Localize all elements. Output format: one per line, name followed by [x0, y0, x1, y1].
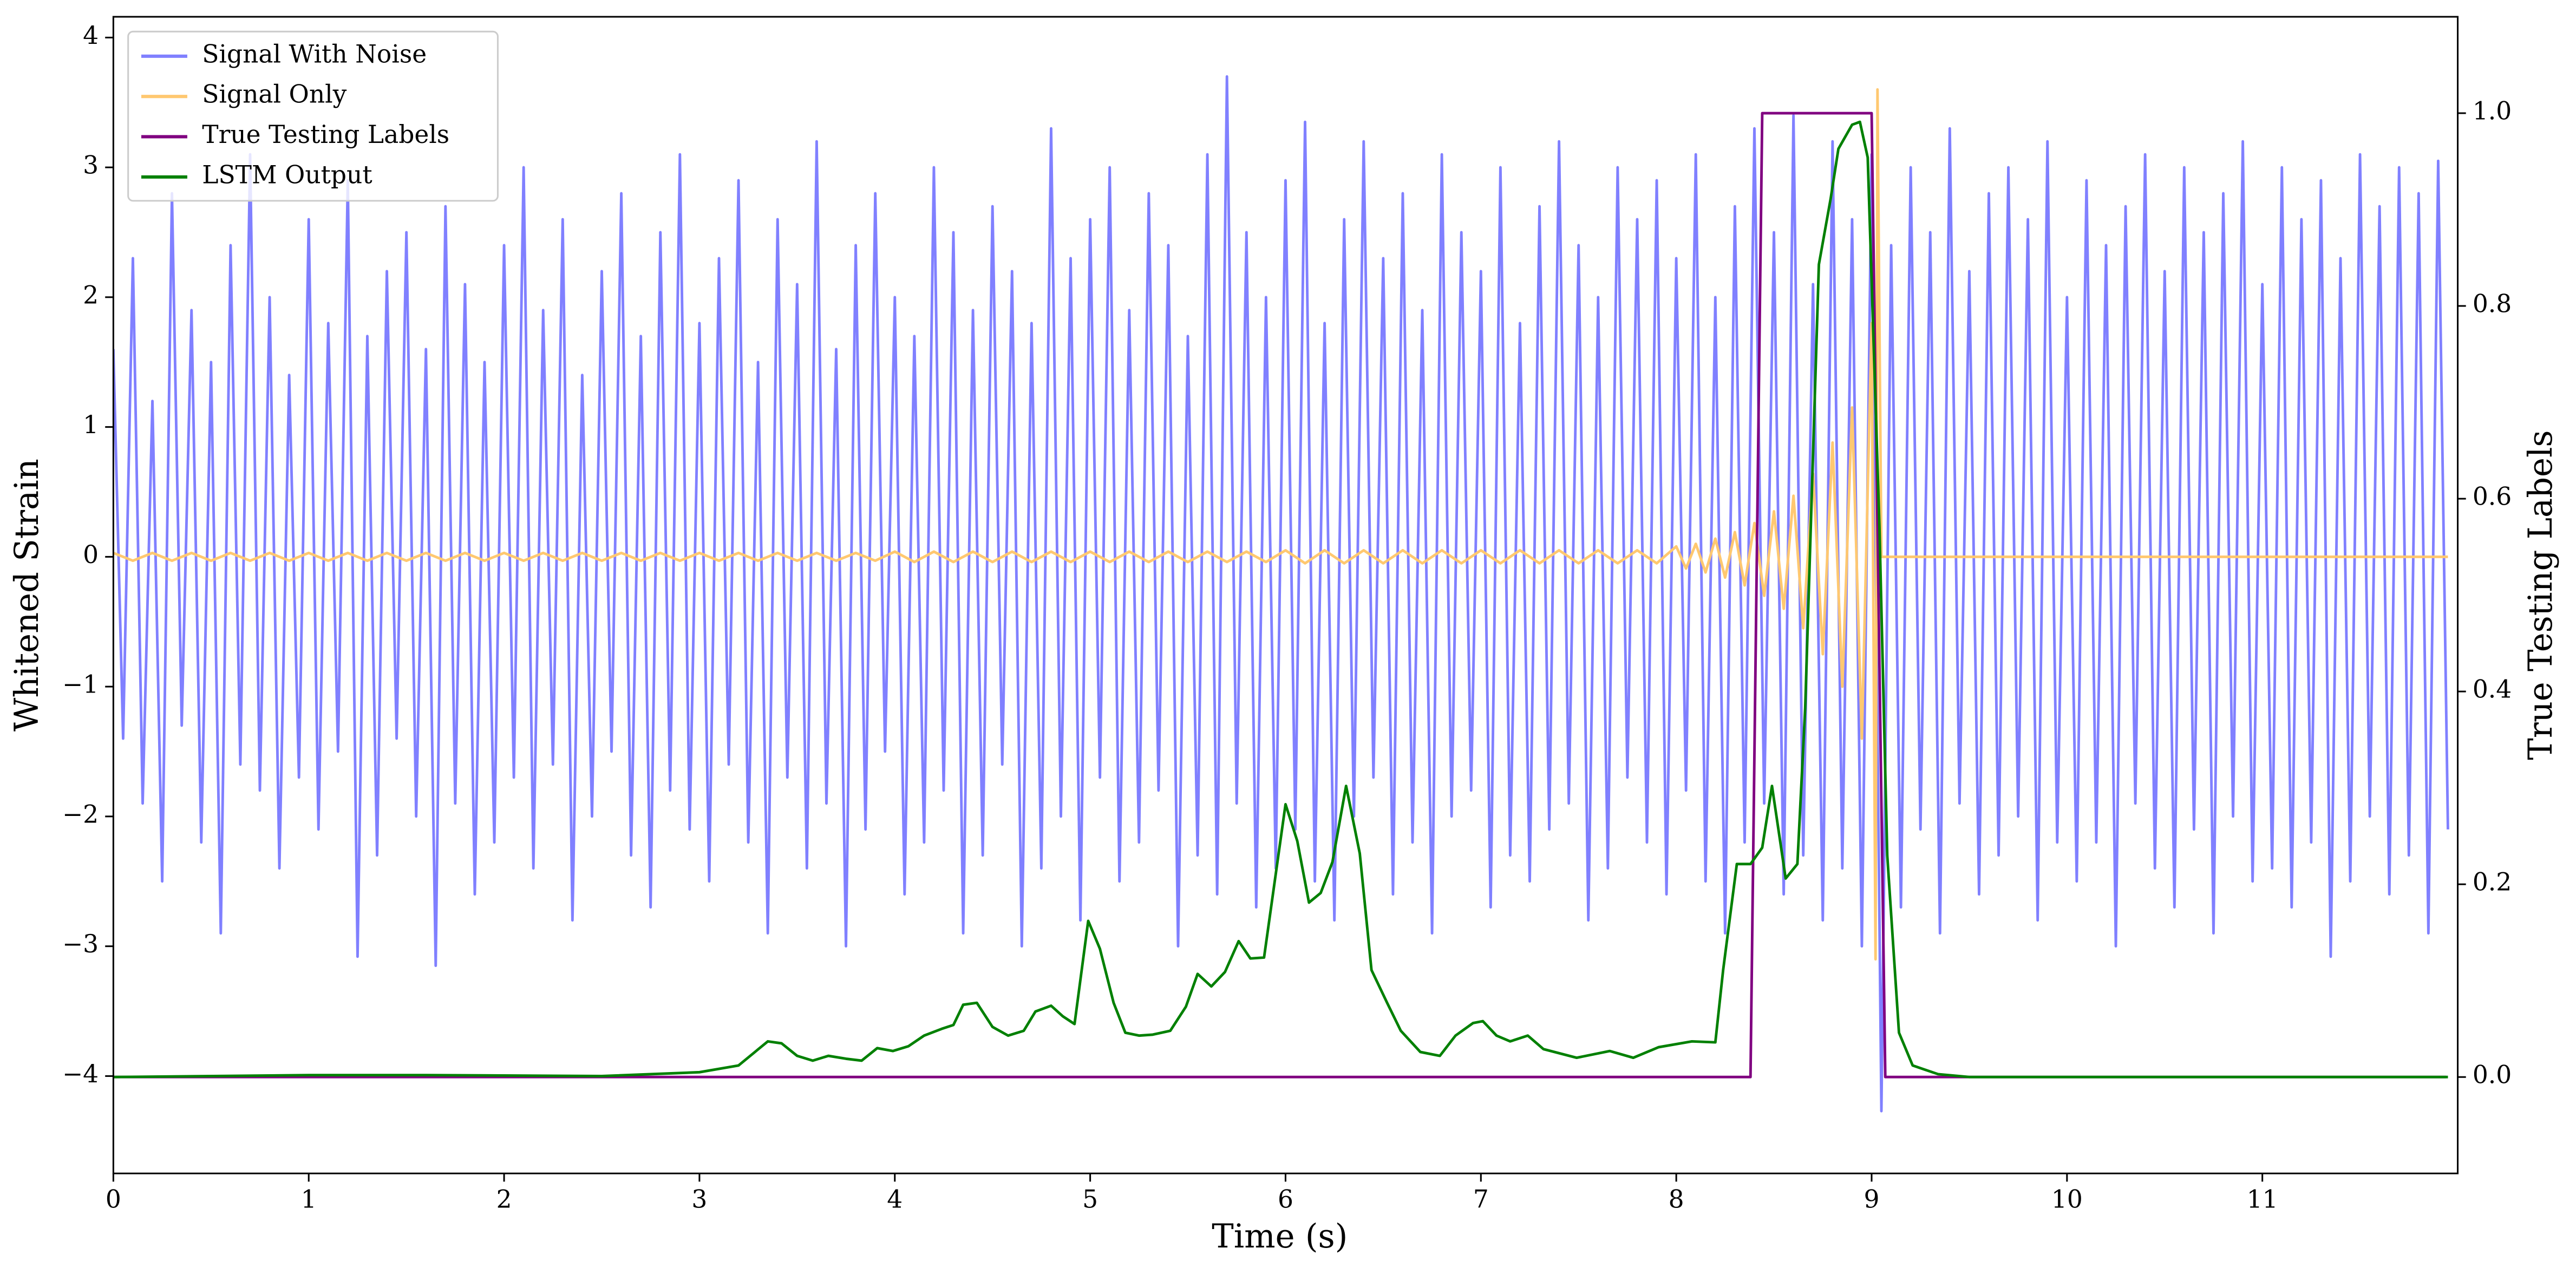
x-tick-label: 9 [1864, 1185, 1880, 1213]
legend-box [127, 30, 499, 202]
x-tick-label: 6 [1278, 1185, 1293, 1213]
x-tick-label: 11 [2247, 1185, 2278, 1213]
x-tick-label: 10 [2051, 1185, 2083, 1213]
series-line [113, 120, 2448, 1079]
legend-label: LSTM Output [202, 160, 372, 189]
y-axis-label: Whitened Strain [8, 459, 46, 731]
y-tick-label: 2 [83, 280, 99, 309]
x-tick-label: 5 [1082, 1185, 1098, 1213]
y2-tick-label: 0.0 [2473, 1061, 2512, 1089]
x-tick-label: 1 [301, 1185, 317, 1213]
y-tick-label: 3 [83, 151, 99, 180]
x-tick-label: 8 [1669, 1185, 1684, 1213]
legend-label: True Testing Labels [202, 120, 449, 149]
legend-label: Signal With Noise [202, 40, 427, 68]
x-tick-label: 0 [106, 1185, 121, 1213]
series-line [113, 88, 2448, 961]
y2-tick-label: 0.8 [2473, 290, 2512, 318]
y-tick-label: −3 [62, 930, 99, 958]
y-tick-label: 4 [83, 21, 99, 50]
series-line [113, 75, 2449, 1113]
y2-tick-label: 0.4 [2473, 675, 2512, 704]
axes-frame [112, 16, 2459, 1174]
x-tick-label: 2 [496, 1185, 512, 1213]
y-tick-label: −1 [62, 670, 99, 699]
x-tick-label: 3 [691, 1185, 707, 1213]
x-tick-label: 4 [887, 1185, 903, 1213]
y-tick-label: −2 [62, 800, 99, 828]
y-tick-label: 0 [83, 540, 99, 569]
y2-tick-label: 1.0 [2473, 97, 2512, 126]
y2-tick-label: 0.2 [2473, 868, 2512, 897]
y-tick-label: −4 [62, 1060, 99, 1088]
legend-label: Signal Only [202, 80, 346, 109]
x-axis-label: Time (s) [1212, 1218, 1348, 1256]
plot-area [113, 75, 2449, 1113]
x-tick-label: 7 [1473, 1185, 1489, 1213]
legend: Signal With Noise Signal Only True Testing… [127, 30, 499, 202]
y-tick-label: 1 [83, 410, 99, 439]
y2-axis-label: True Testing Labels [2522, 430, 2560, 760]
y2-tick-label: 0.6 [2473, 482, 2512, 511]
